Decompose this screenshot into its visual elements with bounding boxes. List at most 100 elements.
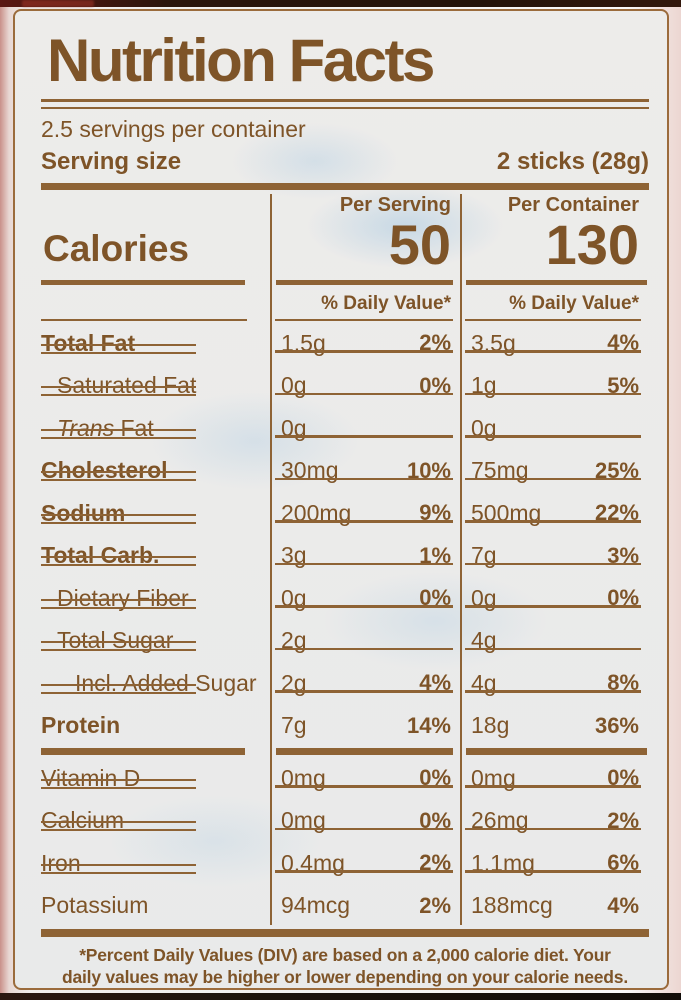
per-container-dv: 22% [594, 500, 639, 526]
section-divider-bar [41, 747, 649, 757]
per-serving-cell: 0g 0% [271, 585, 461, 612]
section-bar [41, 748, 245, 755]
per-serving-amount: 0mg [281, 764, 326, 791]
per-container-cell: 188mcg 4% [461, 892, 649, 919]
per-serving-cell: 7g 14% [271, 712, 461, 739]
per-container-cell: 75mg 25% [461, 457, 649, 484]
column-divider-right [460, 194, 462, 925]
nutrient-name: Total Fat [41, 330, 271, 357]
per-serving-amount: 7g [281, 712, 307, 739]
per-serving-amount: 0g [281, 414, 307, 441]
nutrient-name: Cholesterol [41, 457, 271, 484]
per-serving-dv: 0% [419, 585, 451, 611]
per-container-amount: 188mcg [471, 892, 553, 919]
per-serving-cell: 0.4mg 2% [271, 850, 461, 877]
per-serving-header: Per Serving [339, 194, 451, 216]
per-container-dv: 36% [594, 712, 639, 738]
per-container-dv: 0% [607, 585, 639, 611]
nutrient-name: Iron [41, 850, 271, 877]
per-serving-cell: 2g [271, 627, 461, 654]
nutrient-name: Total Sugar [41, 627, 271, 654]
per-serving-amount: 2g [281, 669, 307, 696]
per-serving-cell: 0mg 0% [271, 765, 461, 792]
calories-per-container-value: 130 [545, 213, 639, 276]
per-container-cell: 500mg 22% [461, 500, 649, 527]
per-serving-dv: 0% [419, 765, 451, 791]
footnote-bar [41, 929, 649, 937]
per-serving-amount: 0g [281, 584, 307, 611]
per-serving-dv: 14% [406, 712, 451, 738]
calories-header-row: Per Serving Per Container [41, 190, 649, 217]
per-container-amount: 1.1mg [471, 849, 535, 876]
calories-bar-cell [461, 280, 649, 290]
nutrient-name: Potassium [41, 892, 149, 919]
per-container-amount: 18g [471, 712, 510, 739]
per-serving-dv: 4% [419, 670, 451, 696]
calories-bar-cell [41, 280, 271, 290]
per-container-amount: 75mg [471, 457, 529, 484]
nutrient-row: Iron 0.4mg 2% 1.1mg 6% [41, 842, 649, 885]
nutrient-row: Calcium 0mg 0% 26mg 2% [41, 800, 649, 843]
per-container-header: Per Container [507, 194, 639, 216]
calories-per-serving-value: 50 [388, 213, 451, 276]
nutrient-row: Vitamin D 0mg 0% 0mg 0% [41, 757, 649, 800]
daily-value-header-per-container: % Daily Value* [461, 290, 649, 322]
nutrient-name: Sodium [41, 500, 271, 527]
calories-bar [276, 280, 453, 285]
per-serving-amount: 200mg [281, 499, 352, 526]
footnote-line-1: *Percent Daily Values (DIV) are based on… [79, 945, 611, 965]
footnote-line-2: daily values may be higher or lower depe… [61, 967, 628, 987]
serving-size-value: 2 sticks (28g) [496, 147, 649, 175]
servings-per-container: 2.5 servings per container [41, 116, 306, 142]
per-serving-amount: 1.5g [281, 329, 326, 356]
per-serving-cell: 0g [271, 415, 461, 442]
nutrition-facts-title: Nutrition Facts [47, 27, 435, 94]
section-bar-cell [461, 747, 649, 755]
per-container-amount: 4g [471, 627, 497, 654]
per-serving-cell: 1.5g 2% [271, 330, 461, 357]
column-divider-left [270, 194, 272, 925]
calories-row: Calories 50 130 [41, 213, 649, 276]
per-container-amount: 0mg [471, 764, 516, 791]
per-serving-dv: 2% [419, 892, 451, 918]
per-serving-dv: 9% [419, 500, 451, 526]
per-container-dv: 2% [607, 807, 639, 833]
nutrient-name: Trans Fat [41, 415, 271, 442]
photo-bottom-edge [0, 993, 681, 1000]
calories-underline-bars [41, 270, 649, 290]
nutrient-name: Calcium [41, 807, 271, 834]
per-serving-amount: 0mg [281, 807, 326, 834]
per-container-amount: 500mg [471, 499, 542, 526]
per-serving-amount: 0.4mg [281, 849, 345, 876]
nutrient-name: Vitamin D [41, 765, 271, 792]
per-container-amount: 7g [471, 542, 497, 569]
per-serving-cell: 3g 1% [271, 542, 461, 569]
per-container-cell: 1.1mg 6% [461, 850, 649, 877]
per-serving-amount: 0g [281, 372, 307, 399]
nutrient-name: Dietary Fiber [41, 585, 271, 612]
per-container-amount: 26mg [471, 807, 529, 834]
nutrition-table: Per Serving Per Container Calories 50 13… [41, 190, 649, 927]
calories-label: Calories [43, 228, 190, 269]
daily-value-header-per-serving: % Daily Value* [271, 290, 461, 322]
per-container-cell: 3.5g 4% [461, 330, 649, 357]
per-container-dv: 4% [607, 892, 639, 918]
per-container-cell: 0mg 0% [461, 765, 649, 792]
footnote: *Percent Daily Values (DIV) are based on… [41, 944, 649, 988]
nutrient-row: Sodium 200mg 9% 500mg 22% [41, 492, 649, 535]
per-serving-cell: 30mg 10% [271, 457, 461, 484]
per-container-amount: 3.5g [471, 329, 516, 356]
calories-header-spacer [41, 190, 271, 217]
per-container-amount: 0g [471, 584, 497, 611]
serving-size-row: Serving size 2 sticks (28g) [41, 145, 649, 178]
per-container-cell: 0g 0% [461, 585, 649, 612]
per-container-cell: 0g [461, 415, 649, 442]
daily-value-header-spacer [41, 290, 271, 322]
per-serving-dv: 10% [406, 457, 451, 483]
per-container-dv: 3% [607, 542, 639, 568]
calories-bar [41, 280, 245, 285]
section-bar-cell [271, 747, 461, 755]
per-serving-cell: 2g 4% [271, 670, 461, 697]
calories-bar [466, 280, 647, 285]
per-serving-dv: 1% [419, 542, 451, 568]
